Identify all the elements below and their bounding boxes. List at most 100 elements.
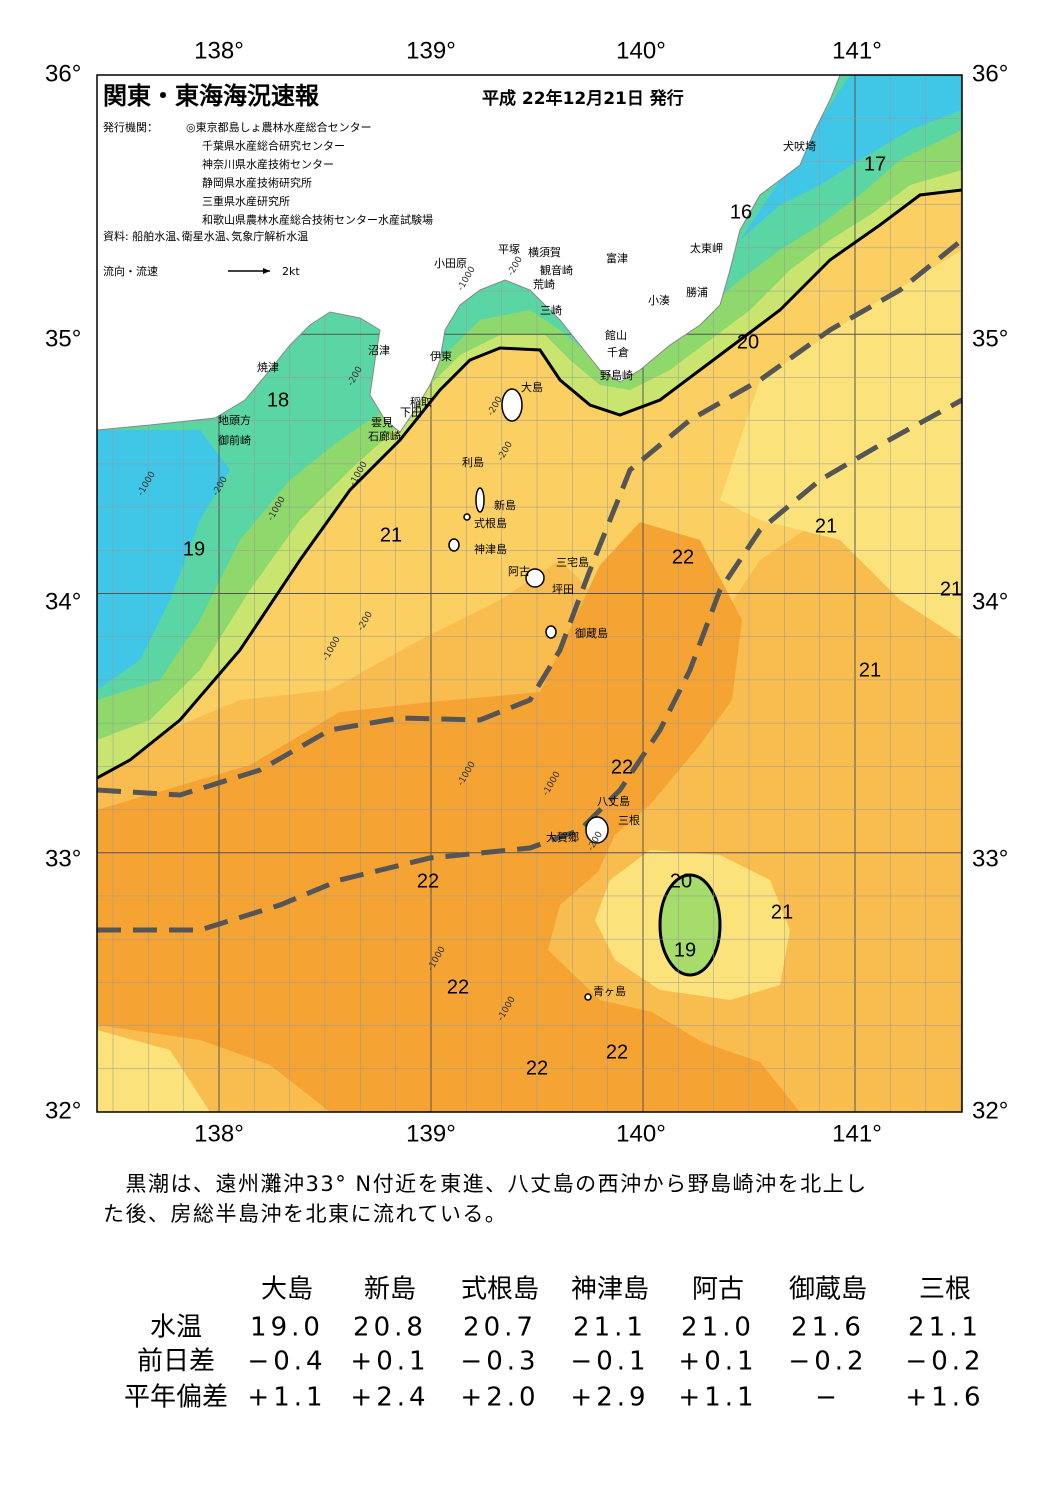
table-cell: +0.1 bbox=[678, 1347, 757, 1377]
place-label: 沼津 bbox=[368, 343, 390, 357]
place-label: 焼津 bbox=[257, 361, 279, 374]
lat-label-left: 35° bbox=[45, 325, 81, 352]
temperature-label: 22 bbox=[606, 1041, 628, 1063]
place-label: 稲取 bbox=[410, 396, 432, 409]
publisher: 三重県水産研究所 bbox=[202, 194, 290, 208]
temperature-label: 22 bbox=[611, 756, 633, 778]
labels: 138° 138° 139° 139° 140° 140° 141° 141° 36° 36° 35… bbox=[45, 37, 1008, 1412]
map-frame bbox=[96, 74, 963, 1113]
legend-label: 流向・流速 bbox=[103, 264, 158, 278]
table-header: 新島 bbox=[364, 1275, 416, 1305]
place-label: 犬吠埼 bbox=[783, 139, 816, 153]
lat-label-right: 33° bbox=[972, 845, 1008, 872]
place-label: 大賀郷 bbox=[546, 830, 579, 844]
publisher-label: 発行機関： bbox=[103, 120, 158, 134]
lon-label-bottom: 139° bbox=[406, 1120, 456, 1147]
place-label: 石廊崎 bbox=[368, 429, 401, 443]
lon-label-top: 139° bbox=[406, 37, 456, 64]
table-cell: +1.1 bbox=[247, 1383, 326, 1413]
temperature-label: 21 bbox=[859, 659, 881, 681]
place-label: 青ヶ島 bbox=[593, 984, 626, 998]
place-label: 神津島 bbox=[474, 542, 507, 556]
row-label: 平年偏差 bbox=[124, 1383, 228, 1413]
table-cell: − bbox=[815, 1383, 841, 1413]
place-label: 平塚 bbox=[498, 243, 520, 256]
lat-label-right: 36° bbox=[972, 60, 1008, 87]
table-cell: +0.1 bbox=[350, 1347, 429, 1377]
temperature-label: 16 bbox=[730, 201, 752, 223]
table-header: 御蔵島 bbox=[789, 1275, 867, 1305]
place-label: 下田 bbox=[400, 406, 422, 419]
lon-label-bottom: 141° bbox=[832, 1120, 882, 1147]
place-label: 三根 bbox=[618, 813, 640, 827]
table-cell: −0.4 bbox=[247, 1347, 326, 1377]
table-cell: +1.1 bbox=[678, 1383, 757, 1413]
lon-label-bottom: 140° bbox=[616, 1120, 666, 1147]
lat-label-left: 34° bbox=[45, 588, 81, 615]
place-label: 富津 bbox=[606, 251, 628, 265]
lat-label-left: 32° bbox=[45, 1097, 81, 1124]
place-label: 地頭方 bbox=[218, 413, 251, 427]
issue-date: 平成 22年12月21日 発行 bbox=[482, 88, 684, 109]
temperature-label: 19 bbox=[674, 939, 696, 961]
lat-label-right: 35° bbox=[972, 325, 1008, 352]
place-label: 新島 bbox=[494, 498, 516, 512]
lon-label-top: 138° bbox=[194, 37, 244, 64]
table-cell: 21.1 bbox=[908, 1313, 982, 1343]
place-label: 雲見 bbox=[371, 416, 393, 429]
table-header: 神津島 bbox=[571, 1275, 649, 1305]
temperature-label: 19 bbox=[183, 538, 205, 560]
place-label: 御蔵島 bbox=[575, 626, 608, 640]
description-line: た後、房総半島沖を北東に流れている。 bbox=[103, 1202, 507, 1226]
table-header: 三根 bbox=[919, 1275, 971, 1305]
table-header: 阿古 bbox=[692, 1275, 744, 1305]
map bbox=[97, 75, 962, 1112]
description-line: 黒潮は、遠州灘沖33° N付近を東進、八丈島の西沖から野島崎沖を北上し bbox=[103, 1172, 868, 1196]
table-header: 大島 bbox=[261, 1275, 313, 1305]
place-label: 小湊 bbox=[648, 293, 670, 307]
place-label: 大島 bbox=[521, 380, 543, 394]
table-cell: 20.7 bbox=[463, 1313, 537, 1343]
table-cell: 20.8 bbox=[353, 1313, 427, 1343]
lat-label-right: 34° bbox=[972, 588, 1008, 615]
place-label: 千倉 bbox=[607, 345, 629, 359]
place-label: 三宅島 bbox=[556, 555, 589, 569]
temperature-label: 22 bbox=[447, 976, 469, 998]
row-label: 前日差 bbox=[137, 1347, 215, 1377]
temperature-label: 20 bbox=[670, 870, 692, 892]
legend-arrowhead bbox=[263, 268, 270, 274]
place-label: 阿古 bbox=[508, 565, 530, 578]
temperature-label: 21 bbox=[380, 524, 402, 546]
legend-scale: 2kt bbox=[282, 265, 300, 278]
table-cell: 19.0 bbox=[250, 1313, 324, 1343]
lon-label-top: 141° bbox=[832, 37, 882, 64]
temperature-label: 20 bbox=[737, 331, 759, 353]
temperature-label: 22 bbox=[526, 1057, 548, 1079]
table-cell: +2.4 bbox=[350, 1383, 429, 1413]
grid bbox=[97, 75, 962, 1112]
publisher: 神奈川県水産技術センター bbox=[202, 157, 334, 171]
row-label: 水温 bbox=[150, 1313, 202, 1343]
temperature-label: 21 bbox=[771, 901, 793, 923]
lat-label-left: 36° bbox=[45, 60, 81, 87]
table-cell: +1.6 bbox=[905, 1383, 984, 1413]
place-label: 荒崎 bbox=[533, 277, 555, 291]
place-label: 利島 bbox=[462, 455, 484, 469]
publisher: ◎東京都島しょ農林水産総合センター bbox=[186, 120, 372, 134]
source: 資料: 船舶水温､衛星水温､気象庁解析水温 bbox=[103, 229, 308, 243]
place-label: 御前崎 bbox=[218, 433, 251, 447]
publisher: 和歌山県農林水産総合技術センター水産試験場 bbox=[202, 213, 433, 227]
lat-label-left: 33° bbox=[45, 845, 81, 872]
place-label: 野島崎 bbox=[600, 368, 633, 382]
map-title: 関東・東海海況速報 bbox=[103, 82, 320, 110]
place-label: 館山 bbox=[605, 328, 627, 342]
place-label: 小田原 bbox=[434, 257, 467, 270]
table-header: 式根島 bbox=[461, 1275, 539, 1305]
table-cell: 21.0 bbox=[681, 1313, 755, 1343]
place-label: 坪田 bbox=[552, 583, 574, 596]
place-label: 太東岬 bbox=[690, 242, 723, 255]
temperature-label: 22 bbox=[417, 870, 439, 892]
temperature-label: 17 bbox=[864, 153, 886, 175]
place-label: 三崎 bbox=[540, 303, 562, 317]
